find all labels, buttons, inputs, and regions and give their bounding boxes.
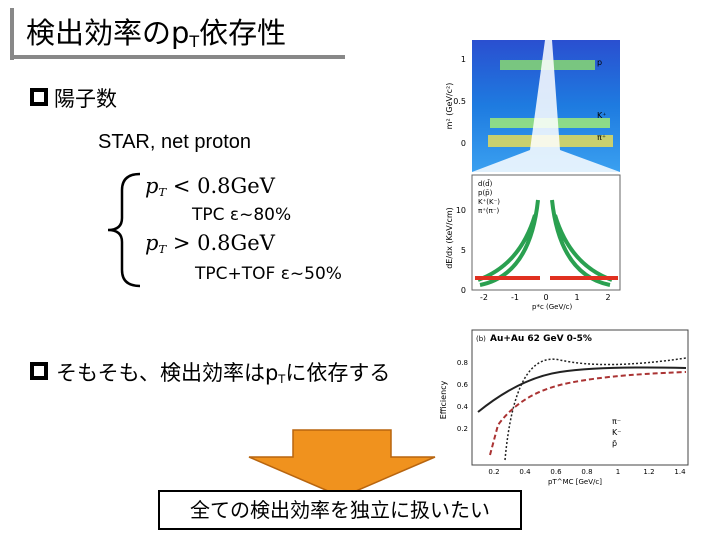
axis-label: dE/dx (KeV/cm) xyxy=(445,207,454,269)
tick-label: 0.8 xyxy=(581,468,592,476)
tick-label: 0.2 xyxy=(488,468,499,476)
title-bar-bottom xyxy=(10,55,345,59)
tick-label: 1.4 xyxy=(674,468,686,476)
experiment: STAR, net proton xyxy=(98,131,252,153)
legend-entry: p̄ xyxy=(612,439,617,448)
species-label: π⁺ xyxy=(597,133,606,142)
tick-label: 0.4 xyxy=(519,468,531,476)
panel-label: (b) xyxy=(476,335,486,343)
tick-label: 1.2 xyxy=(643,468,654,476)
title-bar-left xyxy=(10,8,14,60)
tick-label: -2 xyxy=(480,293,488,302)
tick-label: 1 xyxy=(461,55,466,64)
eff-panel xyxy=(471,329,689,466)
tick-label: -1 xyxy=(511,293,519,302)
tick-label: 2 xyxy=(605,293,610,302)
tick-label: 0 xyxy=(461,139,466,148)
title-text: 検出効率のp xyxy=(26,16,190,50)
var-sub: T xyxy=(158,184,167,199)
sub: T xyxy=(278,371,286,386)
method: TPC+TOF ε~50% xyxy=(195,264,342,284)
bullet-text: 陽子数 xyxy=(54,87,117,111)
legend-entry: π⁻ xyxy=(612,417,621,426)
legend-entry: K⁺(K⁻) xyxy=(478,198,500,206)
condition-2: pT > 0.8GeV xyxy=(145,231,275,256)
legend-entry: p(p̄) xyxy=(478,189,493,197)
tick-label: 0 xyxy=(461,286,466,295)
axis-label: p*c (GeV/c) xyxy=(532,303,572,311)
curve xyxy=(489,371,687,456)
tick-label: 0.4 xyxy=(457,403,469,411)
tick-label: 0.2 xyxy=(457,425,468,433)
plot-title: Au+Au 62 GeV 0-5% xyxy=(490,334,592,344)
title-text: 依存性 xyxy=(199,16,287,50)
text: そもそも、検出効率はp xyxy=(56,361,279,385)
var: p xyxy=(145,174,159,198)
relation: < 0.8GeV xyxy=(172,174,275,198)
title: 検出効率のpT依存性 xyxy=(26,10,286,52)
arrow xyxy=(248,429,436,498)
text: に依存する xyxy=(285,361,391,385)
condition-1: pT < 0.8GeV xyxy=(145,174,275,199)
bullet-text: そもそも、検出効率はpTに依存する xyxy=(56,357,390,387)
species-label: p xyxy=(597,58,602,67)
var: p xyxy=(145,231,159,255)
tick-label: 0.6 xyxy=(550,468,562,476)
bullet-box xyxy=(30,88,48,106)
tick-label: 1 xyxy=(616,468,620,476)
band xyxy=(477,199,613,287)
brace xyxy=(107,172,141,288)
axis-label: Efficiency xyxy=(439,380,448,419)
axis-label: m² (GeV/c²) xyxy=(445,83,454,130)
tick-label: 0 xyxy=(543,293,548,302)
legend-entry: d(d̄) xyxy=(478,179,493,188)
title-sub: T xyxy=(189,31,200,51)
var-sub: T xyxy=(158,241,167,256)
legend-entry: K⁻ xyxy=(612,428,621,437)
tick-label: 5 xyxy=(461,246,466,255)
legend-entry: π⁺(π⁻) xyxy=(478,207,500,215)
tick-label: 1 xyxy=(574,293,579,302)
band xyxy=(472,40,620,172)
curve xyxy=(477,366,687,413)
method: TPC ε~80% xyxy=(192,205,292,225)
tick-label: 10 xyxy=(456,206,466,215)
curve xyxy=(504,357,687,461)
conclusion-box: 全ての検出効率を独立に扱いたい xyxy=(158,490,522,530)
species-label: K⁺ xyxy=(597,111,606,120)
tick-label: 0.5 xyxy=(453,97,466,106)
tick-label: 0.6 xyxy=(457,381,469,389)
tick-label: 0.8 xyxy=(457,359,468,367)
bullet-box xyxy=(30,362,48,380)
relation: > 0.8GeV xyxy=(172,231,275,255)
axis-label: pT^MC [GeV/c] xyxy=(548,478,602,486)
